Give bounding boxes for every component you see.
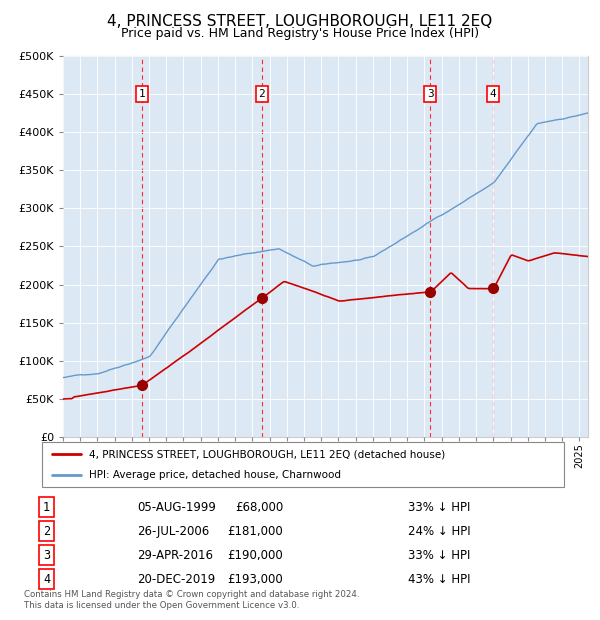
Text: 29-APR-2016: 29-APR-2016 xyxy=(137,549,213,562)
Text: HPI: Average price, detached house, Charnwood: HPI: Average price, detached house, Char… xyxy=(89,469,341,480)
Text: 05-AUG-1999: 05-AUG-1999 xyxy=(137,501,215,514)
Text: 20-DEC-2019: 20-DEC-2019 xyxy=(137,573,215,586)
Text: 33% ↓ HPI: 33% ↓ HPI xyxy=(407,549,470,562)
Text: 26-JUL-2006: 26-JUL-2006 xyxy=(137,525,209,538)
Text: 4: 4 xyxy=(490,89,496,99)
Text: 1: 1 xyxy=(43,501,50,514)
Text: 4: 4 xyxy=(43,573,50,586)
Text: £68,000: £68,000 xyxy=(235,501,283,514)
Text: £181,000: £181,000 xyxy=(227,525,283,538)
Text: 2: 2 xyxy=(259,89,265,99)
Text: 1: 1 xyxy=(139,89,145,99)
Text: Contains HM Land Registry data © Crown copyright and database right 2024.
This d: Contains HM Land Registry data © Crown c… xyxy=(24,590,359,609)
Text: £193,000: £193,000 xyxy=(227,573,283,586)
Text: £190,000: £190,000 xyxy=(227,549,283,562)
Text: 4, PRINCESS STREET, LOUGHBOROUGH, LE11 2EQ: 4, PRINCESS STREET, LOUGHBOROUGH, LE11 2… xyxy=(107,14,493,29)
Text: 3: 3 xyxy=(43,549,50,562)
Text: 24% ↓ HPI: 24% ↓ HPI xyxy=(407,525,470,538)
Text: 43% ↓ HPI: 43% ↓ HPI xyxy=(407,573,470,586)
Text: Price paid vs. HM Land Registry's House Price Index (HPI): Price paid vs. HM Land Registry's House … xyxy=(121,27,479,40)
Text: 4, PRINCESS STREET, LOUGHBOROUGH, LE11 2EQ (detached house): 4, PRINCESS STREET, LOUGHBOROUGH, LE11 2… xyxy=(89,449,445,459)
Text: 2: 2 xyxy=(43,525,50,538)
Text: 33% ↓ HPI: 33% ↓ HPI xyxy=(407,501,470,514)
Text: 3: 3 xyxy=(427,89,434,99)
